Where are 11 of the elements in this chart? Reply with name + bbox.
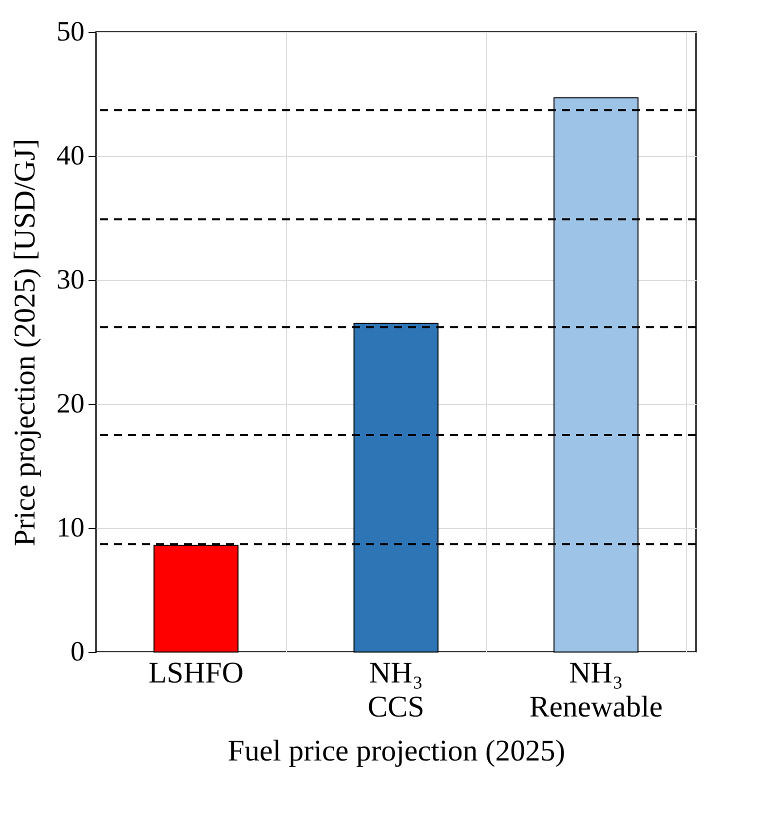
y-tick-label: 10 <box>56 512 84 544</box>
y-tick-label: 50 <box>56 16 84 48</box>
x-tick-label: NH₃ Renewable <box>529 656 663 724</box>
x-tick-label: NH₃ CCS <box>368 656 424 724</box>
y-axis-title: Price projection (2025) [USD/GJ] <box>8 138 42 546</box>
x-tick-label: LSHFO <box>148 656 244 690</box>
y-tick-label: 30 <box>56 264 84 296</box>
y-tick-label: 0 <box>70 636 84 668</box>
x-axis-title: Fuel price projection (2025) <box>228 734 566 768</box>
y-tick-label: 20 <box>56 388 84 420</box>
y-tick-label: 40 <box>56 140 84 172</box>
